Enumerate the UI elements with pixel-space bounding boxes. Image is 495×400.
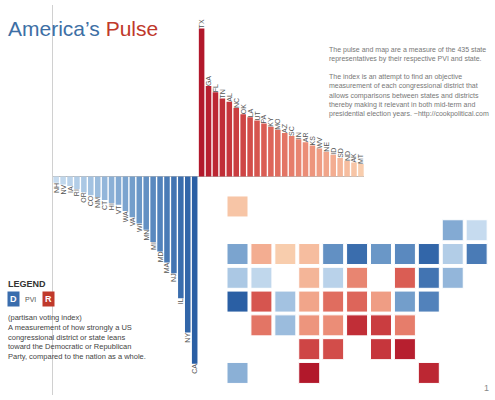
svg-text:NC: NC bbox=[233, 98, 240, 108]
svg-text:The pulse and map are a measur: The pulse and map are a measure of the 4… bbox=[329, 46, 489, 118]
svg-text:WV: WV bbox=[316, 137, 323, 149]
svg-text:AK: AK bbox=[350, 153, 357, 163]
svg-text:AZ: AZ bbox=[281, 123, 288, 133]
svg-text:R: R bbox=[45, 294, 52, 304]
svg-text:LA: LA bbox=[247, 108, 254, 117]
svg-text:America’s Pulse: America’s Pulse bbox=[8, 17, 158, 40]
svg-text:LEGEND: LEGEND bbox=[8, 279, 46, 289]
svg-text:1: 1 bbox=[484, 383, 489, 393]
svg-text:AR: AR bbox=[302, 133, 309, 143]
svg-text:VT: VT bbox=[115, 205, 122, 215]
svg-text:NY: NY bbox=[184, 333, 191, 343]
svg-text:NM: NM bbox=[94, 197, 101, 208]
svg-text:CT: CT bbox=[101, 200, 108, 210]
svg-text:TN: TN bbox=[219, 89, 226, 98]
svg-text:SD: SD bbox=[337, 148, 344, 158]
svg-text:RI: RI bbox=[73, 189, 80, 196]
svg-text:OK: OK bbox=[240, 104, 247, 114]
svg-text:IN: IN bbox=[295, 132, 302, 139]
svg-text:WI: WI bbox=[136, 223, 143, 232]
svg-text:PVI: PVI bbox=[25, 296, 36, 303]
svg-text:MI: MI bbox=[150, 242, 157, 250]
svg-text:SC: SC bbox=[288, 126, 295, 136]
svg-text:NJ: NJ bbox=[170, 273, 177, 282]
svg-text:IL: IL bbox=[177, 298, 184, 304]
svg-text:MO: MO bbox=[274, 118, 281, 130]
svg-text:NV: NV bbox=[60, 184, 67, 194]
svg-text:CO: CO bbox=[87, 195, 94, 206]
svg-text:KY: KY bbox=[267, 117, 274, 127]
svg-text:MN: MN bbox=[143, 230, 150, 241]
svg-text:HI: HI bbox=[108, 203, 115, 210]
svg-text:WA: WA bbox=[122, 211, 129, 222]
svg-text:D: D bbox=[10, 294, 17, 304]
svg-text:KS: KS bbox=[309, 136, 316, 146]
svg-text:OR: OR bbox=[80, 192, 87, 203]
svg-text:MT: MT bbox=[357, 153, 364, 164]
svg-text:(partisan voting index)A measu: (partisan voting index)A measurement of … bbox=[8, 313, 146, 361]
svg-text:FL: FL bbox=[212, 84, 219, 92]
svg-text:NH: NH bbox=[53, 183, 60, 193]
svg-text:TX: TX bbox=[198, 19, 205, 28]
svg-text:AL: AL bbox=[226, 93, 233, 102]
svg-text:MA: MA bbox=[163, 262, 170, 273]
svg-text:ND: ND bbox=[344, 151, 351, 161]
svg-text:GA: GA bbox=[205, 76, 212, 86]
svg-text:CA: CA bbox=[191, 364, 198, 374]
svg-text:PA: PA bbox=[260, 114, 267, 123]
svg-text:MD: MD bbox=[157, 251, 164, 262]
svg-text:IA: IA bbox=[67, 186, 74, 193]
svg-text:UT: UT bbox=[254, 110, 261, 120]
svg-text:VA: VA bbox=[129, 217, 136, 226]
svg-text:ID: ID bbox=[330, 148, 337, 155]
svg-text:NE: NE bbox=[323, 142, 330, 152]
